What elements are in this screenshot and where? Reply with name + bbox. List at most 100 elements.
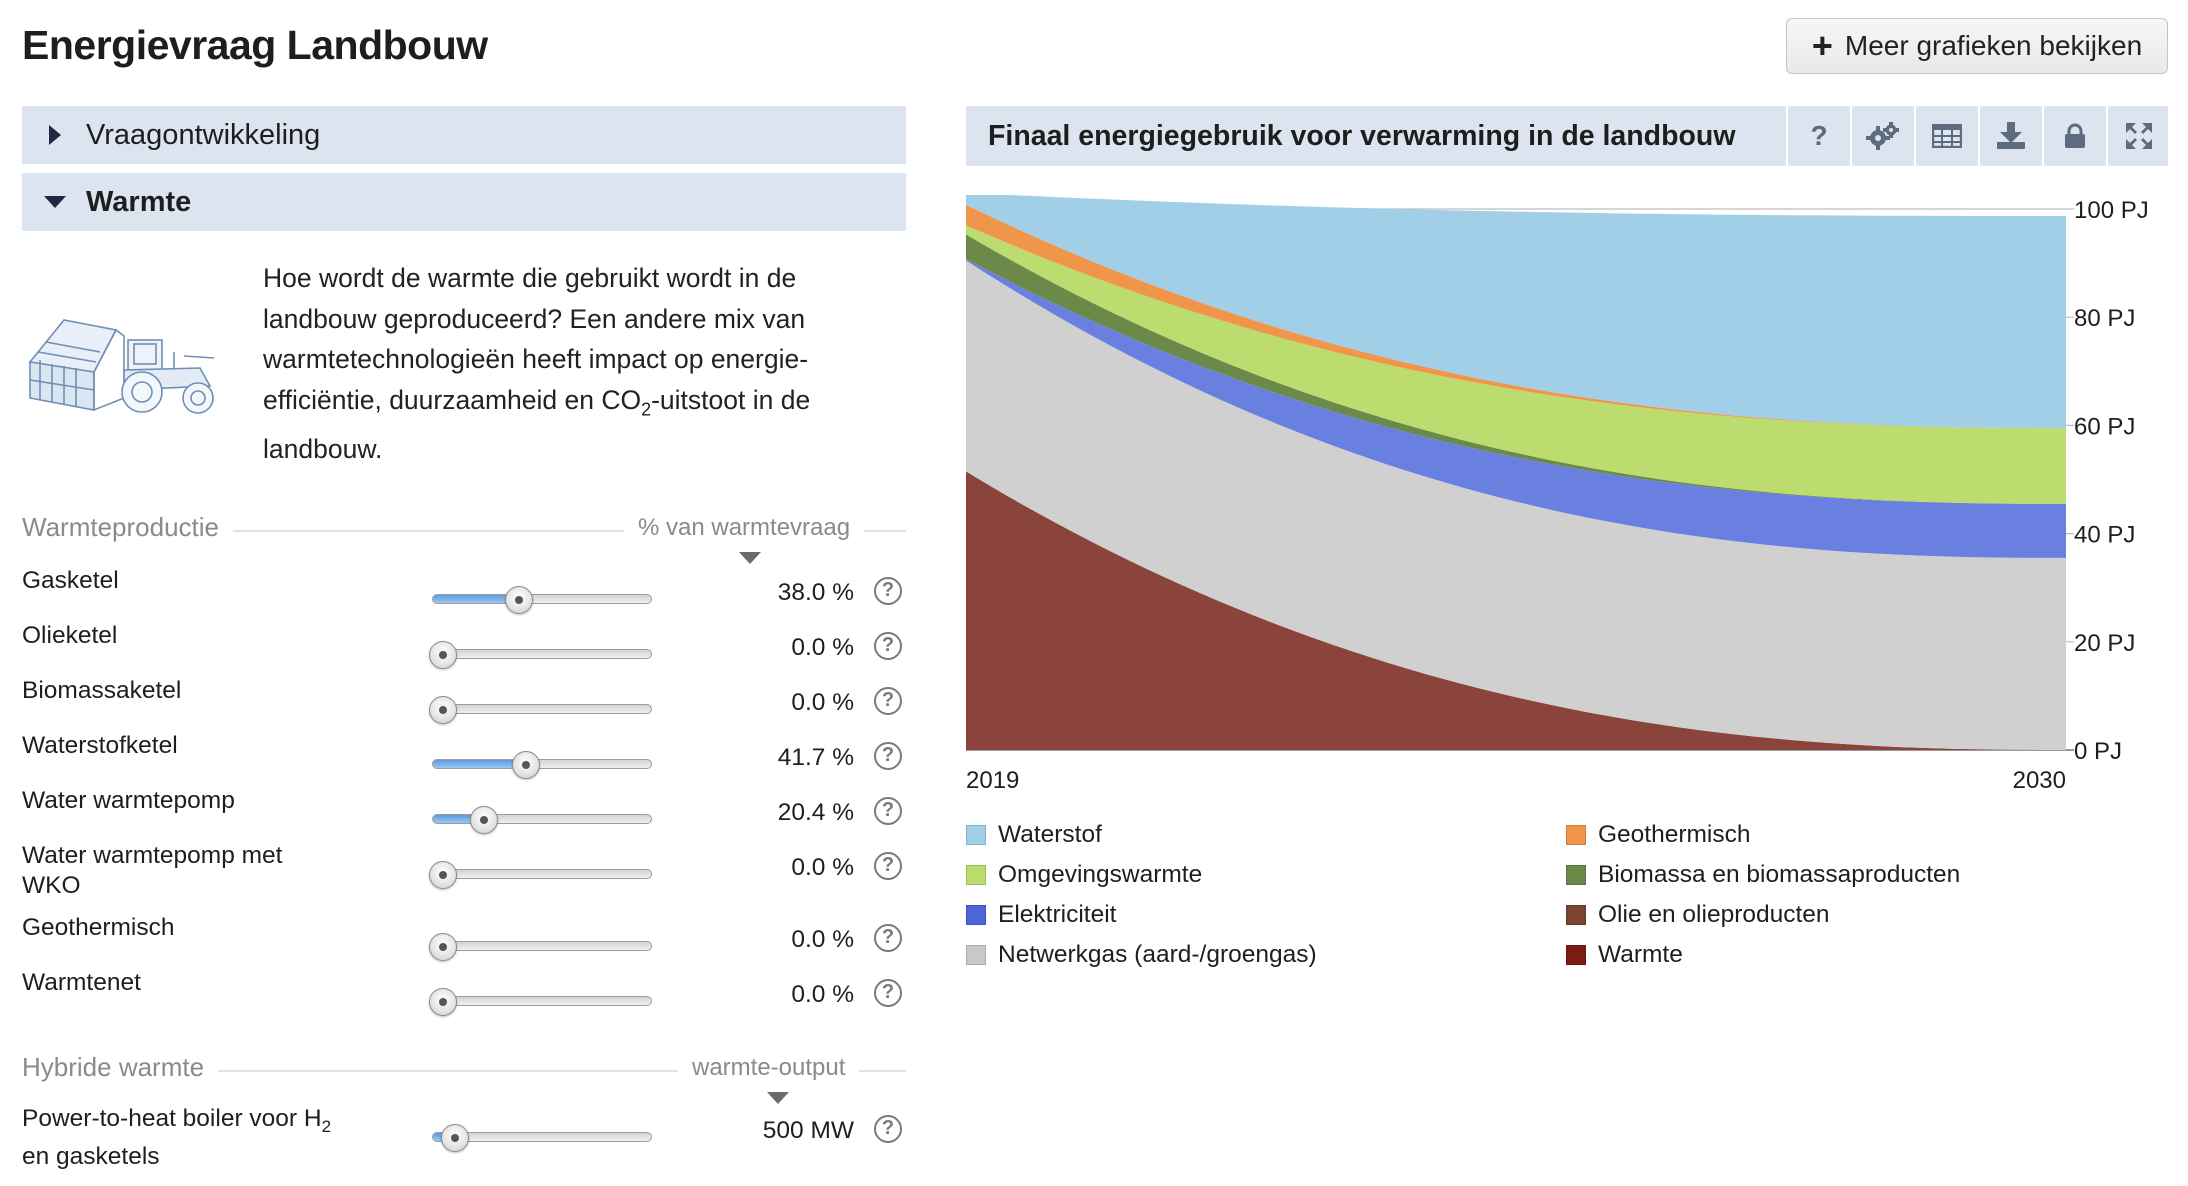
lock-icon <box>2065 123 2085 148</box>
slider-handle[interactable] <box>505 586 533 614</box>
slider-track[interactable] <box>429 641 652 669</box>
slider-value: 41.7 % <box>777 744 854 771</box>
slider-track[interactable] <box>429 988 652 1016</box>
chart-table-button[interactable] <box>1914 106 1978 166</box>
slider-track[interactable] <box>429 696 652 724</box>
unit-dropdown-icon[interactable] <box>767 1092 789 1104</box>
help-icon[interactable]: ? <box>874 687 902 715</box>
legend-swatch <box>1566 905 1586 925</box>
slider-track[interactable] <box>429 861 652 889</box>
y-tick-label: 100 PJ <box>2074 197 2149 224</box>
slider-handle[interactable] <box>469 806 498 834</box>
slider-row-gasketel: Gasketel 38.0 % ? <box>22 567 906 624</box>
area-series <box>966 260 2066 750</box>
slider-row-waterstofketel: Waterstofketel 41.7 % ? <box>22 732 906 789</box>
unit-selector[interactable]: warmte-output <box>678 1054 860 1082</box>
slider-label: Power-to-heat boiler voor H2 en gasketel… <box>22 1105 332 1170</box>
help-icon[interactable]: ? <box>874 852 902 880</box>
slider-value: 500 MW <box>762 1117 854 1144</box>
chart-settings-button[interactable] <box>1850 106 1914 166</box>
help-icon[interactable]: ? <box>874 742 902 770</box>
accordion-vraagontwikkeling[interactable]: Vraagontwikkeling <box>22 106 906 164</box>
slider-track[interactable] <box>432 806 652 834</box>
slider-label: Water warmtepomp <box>22 787 235 814</box>
slider-handle[interactable] <box>429 861 457 889</box>
question-icon: ? <box>1810 120 1828 151</box>
chart-title: Finaal energiegebruik voor verwarming in… <box>988 120 1736 152</box>
help-icon[interactable]: ? <box>874 632 902 660</box>
chart-help-button[interactable]: ? <box>1786 106 1850 166</box>
plus-icon: + <box>1811 25 1833 66</box>
slider-track[interactable] <box>432 751 652 779</box>
slider-handle[interactable] <box>429 696 457 724</box>
greenhouse-tractor-illustration <box>28 319 215 414</box>
slider-value: 0.0 % <box>791 689 854 716</box>
section-title: Warmteproductie <box>22 512 233 543</box>
chart-lock-button[interactable] <box>2042 106 2106 166</box>
legend-label: Waterstof <box>998 821 1102 848</box>
slider-row-power-to-heat: Power-to-heat boiler voor H2 en gasketel… <box>22 1105 906 1170</box>
slider-handle[interactable] <box>441 1124 469 1152</box>
slider-label: Geothermisch <box>22 914 175 941</box>
unit-dropdown-icon[interactable] <box>739 552 761 564</box>
hybride-header: Hybride warmte warmte-output <box>22 1052 906 1104</box>
slider-handle[interactable] <box>429 933 457 961</box>
legend-item[interactable]: Netwerkgas (aard-/groengas) <box>966 935 1317 975</box>
chart-download-button[interactable] <box>1978 106 2042 166</box>
help-icon[interactable]: ? <box>874 1115 902 1143</box>
slider-value: 0.0 % <box>791 634 854 661</box>
help-icon[interactable]: ? <box>874 797 902 825</box>
slider-row-water-warmtepomp-wko: Water warmtepomp met WKO 0.0 % ? <box>22 842 906 899</box>
legend-item[interactable]: Omgevingswarmte <box>966 855 1202 895</box>
legend-label: Biomassa en biomassaproducten <box>1598 861 1961 888</box>
slider-fill <box>433 595 519 603</box>
legend-label: Geothermisch <box>1598 821 1751 848</box>
slider-value: 20.4 % <box>777 799 854 826</box>
slider-track[interactable] <box>432 1124 652 1152</box>
area-series <box>966 258 2066 558</box>
accordion-warmte[interactable]: Warmte <box>22 173 906 231</box>
section-title: Hybride warmte <box>22 1052 219 1083</box>
accordion-label: Vraagontwikkeling <box>86 118 321 151</box>
legend-item[interactable]: Biomassa en biomassaproducten <box>1566 855 1960 895</box>
more-charts-button[interactable]: + Meer grafieken bekijken <box>1786 18 2168 74</box>
legend-item[interactable]: Elektriciteit <box>966 895 1116 935</box>
chart-fullscreen-button[interactable] <box>2106 106 2170 166</box>
y-tick-label: 60 PJ <box>2074 413 2135 440</box>
x-tick-label: 2019 <box>966 767 1019 794</box>
y-tick-label: 80 PJ <box>2074 305 2135 332</box>
legend-item[interactable]: Warmte <box>1566 935 1683 975</box>
legend-swatch <box>1566 825 1586 845</box>
legend-swatch <box>966 825 986 845</box>
slider-label: Olieketel <box>22 622 118 649</box>
help-icon[interactable]: ? <box>874 577 902 605</box>
slider-handle[interactable] <box>429 988 457 1016</box>
legend-label: Omgevingswarmte <box>998 861 1203 888</box>
slider-handle[interactable] <box>512 751 541 779</box>
slider-track[interactable] <box>432 586 652 614</box>
page-title: Energievraag Landbouw <box>22 22 488 68</box>
legend-label: Netwerkgas (aard-/groengas) <box>998 941 1317 968</box>
warmteproductie-header: Warmteproductie % van warmtevraag <box>22 512 906 564</box>
slider-fill <box>433 760 527 768</box>
area-series <box>966 225 2066 504</box>
slider-row-warmtenet: Warmtenet 0.0 % ? <box>22 969 906 1026</box>
slider-track[interactable] <box>429 933 652 961</box>
area-series <box>966 471 2066 750</box>
help-icon[interactable]: ? <box>874 924 902 952</box>
legend-swatch <box>1566 865 1586 885</box>
legend-label: Olie en olieproducten <box>1598 901 1830 928</box>
slider-handle[interactable] <box>429 641 457 669</box>
legend-item[interactable]: Geothermisch <box>1566 815 1751 855</box>
legend-swatch <box>966 865 986 885</box>
unit-selector[interactable]: % van warmtevraag <box>624 514 865 542</box>
area-chart: 0 PJ 20 PJ 40 PJ 60 PJ 80 PJ 100 PJ 2019 2030 <box>966 195 2149 794</box>
y-tick-label: 20 PJ <box>2074 630 2135 657</box>
help-icon[interactable]: ? <box>874 979 902 1007</box>
legend-item[interactable]: Olie en olieproducten <box>1566 895 1830 935</box>
slider-row-olieketel: Olieketel 0.0 % ? <box>22 622 906 679</box>
legend-swatch <box>966 905 986 925</box>
legend-item[interactable]: Waterstof <box>966 815 1102 855</box>
area-series <box>966 195 2066 429</box>
settings-icon <box>1866 122 1899 150</box>
